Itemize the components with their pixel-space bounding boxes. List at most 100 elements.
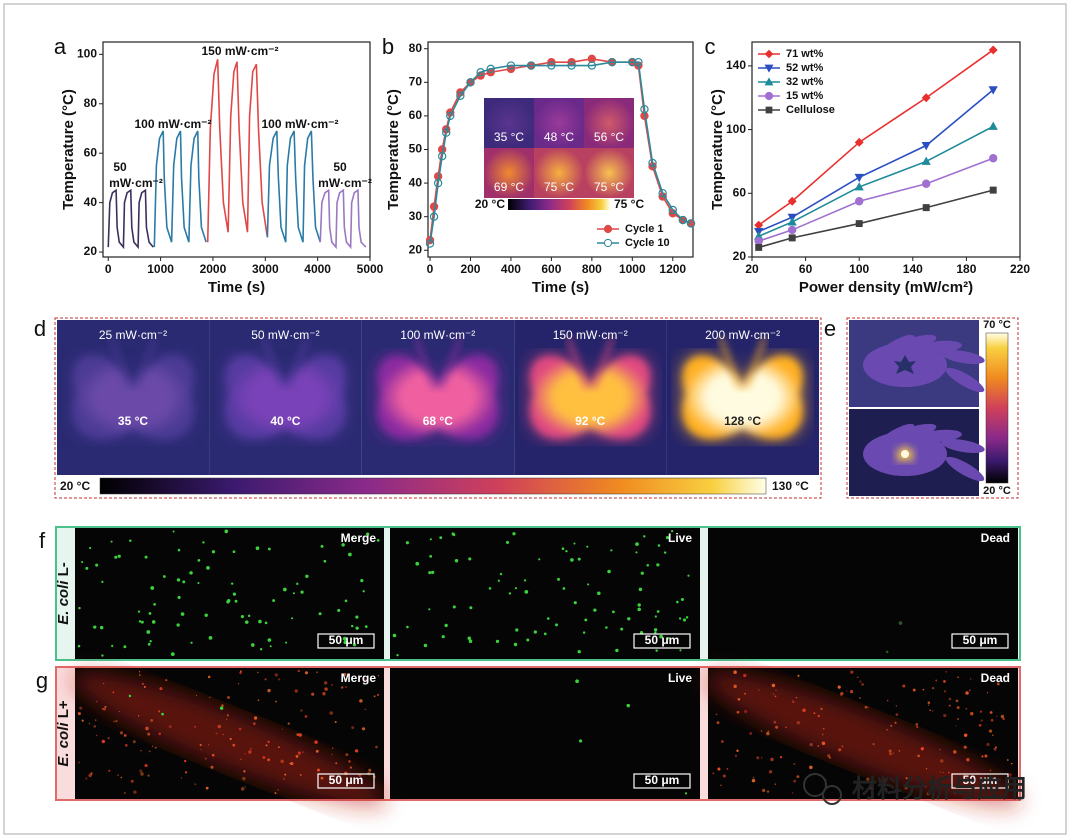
legend-marker	[764, 49, 774, 59]
cell	[123, 791, 126, 795]
cell	[139, 769, 143, 773]
watermark: 材料分析与应用	[852, 774, 1027, 803]
cell	[341, 686, 344, 689]
cell	[678, 617, 682, 620]
cell	[77, 644, 81, 648]
cell	[856, 676, 859, 679]
cell	[323, 559, 327, 563]
x-tick-label: 4000	[304, 262, 331, 276]
cell	[469, 606, 473, 610]
cell	[158, 710, 161, 713]
x-tick-label: 600	[541, 262, 561, 276]
antennae	[719, 337, 767, 389]
legend-label: Cycle 10	[625, 237, 670, 249]
cell	[584, 618, 588, 622]
data-point	[486, 64, 495, 74]
cell	[663, 551, 667, 554]
cell	[103, 682, 105, 685]
cell	[774, 783, 777, 785]
cell	[796, 721, 800, 725]
data-point	[456, 91, 465, 100]
cell	[761, 788, 766, 793]
cell	[298, 733, 302, 737]
data-point	[640, 104, 649, 114]
cell	[355, 626, 359, 630]
cell	[758, 689, 760, 691]
cell	[209, 696, 211, 699]
cell	[180, 612, 185, 616]
cell	[586, 545, 589, 548]
cell	[364, 708, 366, 710]
x-axis-title: Time (s)	[208, 279, 265, 296]
cell	[359, 699, 363, 703]
cell	[454, 559, 459, 563]
cell	[733, 684, 737, 688]
cell	[779, 755, 783, 759]
cell	[932, 710, 934, 712]
cell	[573, 542, 576, 545]
data-point	[466, 78, 475, 87]
hot-core	[901, 450, 909, 458]
cell	[555, 623, 559, 627]
cell	[870, 786, 874, 791]
cell	[894, 721, 897, 724]
inset-label: 69 °C	[494, 180, 524, 194]
cell	[354, 749, 359, 753]
cell	[986, 692, 989, 694]
cell	[996, 682, 1000, 686]
cell	[429, 554, 433, 558]
channel-label: Dead	[981, 671, 1010, 685]
cell	[148, 750, 151, 753]
series-group	[107, 59, 367, 250]
y-tick-label: 60	[733, 185, 747, 199]
scale-bar	[951, 773, 1009, 789]
inset-colorbar	[508, 199, 610, 210]
data-line	[153, 130, 207, 248]
data-point	[787, 217, 797, 226]
legend-label: Cellulose	[786, 104, 835, 116]
cell	[267, 740, 270, 744]
cell	[329, 711, 333, 715]
x-tick-label: 100	[849, 262, 869, 276]
cell	[138, 620, 142, 623]
cell	[239, 671, 242, 675]
cell	[248, 750, 252, 754]
cell	[365, 532, 370, 536]
cell	[335, 762, 338, 765]
cell	[890, 724, 893, 727]
cell	[120, 776, 123, 779]
y-tick-label: 80	[84, 96, 98, 110]
row-label: E. coli L-	[55, 562, 72, 625]
cell	[226, 714, 229, 717]
cell	[924, 785, 927, 788]
data-line	[206, 59, 269, 243]
cell	[864, 705, 868, 709]
cell	[295, 754, 299, 758]
cell	[939, 771, 942, 773]
cell	[886, 728, 889, 731]
data-point	[648, 158, 657, 168]
cell	[955, 725, 957, 727]
annotation: 50	[113, 160, 127, 174]
cell	[147, 732, 151, 736]
channel-label: Merge	[341, 671, 377, 685]
cell	[108, 769, 111, 772]
cell	[533, 630, 537, 634]
cell	[654, 631, 657, 634]
finger	[893, 334, 937, 352]
cell	[334, 720, 337, 724]
cell	[895, 705, 897, 707]
cell	[221, 704, 224, 707]
cell	[232, 550, 236, 554]
cell	[351, 726, 355, 730]
panel-label: c	[705, 34, 716, 59]
cell	[150, 719, 153, 722]
cell	[640, 571, 644, 575]
cell	[981, 755, 984, 758]
x-tick-label: 0	[427, 262, 434, 276]
cell	[929, 709, 931, 711]
cell	[902, 684, 906, 688]
power-label: 200 mW·cm⁻²	[705, 328, 780, 342]
x-tick-label: 20	[745, 262, 759, 276]
data-line	[266, 130, 322, 243]
